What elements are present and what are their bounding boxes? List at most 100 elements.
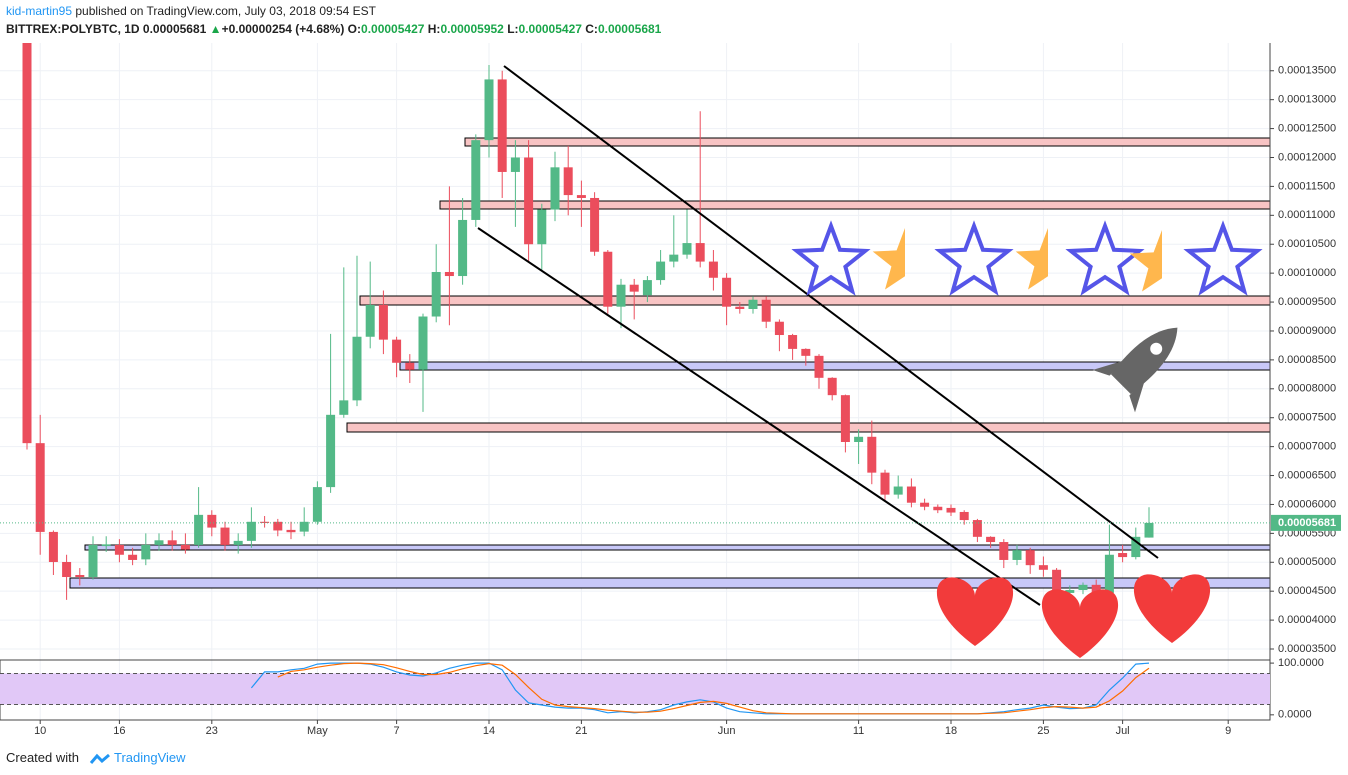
candle-body	[761, 299, 771, 322]
candle-body	[893, 486, 903, 495]
candle-body	[814, 355, 824, 378]
candle-body	[365, 304, 375, 337]
x-tick-label: 11	[853, 725, 864, 737]
candle-body	[194, 514, 204, 545]
x-tick-label: 18	[945, 725, 957, 737]
trend-line	[503, 65, 1159, 559]
half-star	[1129, 230, 1162, 292]
candle-body	[656, 261, 666, 281]
y-tick-label: 0.00009000	[1278, 325, 1336, 337]
candle-body	[1025, 550, 1035, 566]
candle-body	[392, 339, 402, 363]
up-arrow: ▲	[209, 22, 222, 36]
h-value: 0.00005952	[440, 22, 504, 36]
candle-body	[154, 540, 164, 545]
candle-body	[576, 195, 586, 198]
candle-body	[1104, 554, 1114, 593]
candle-body	[48, 531, 58, 562]
candle-body	[88, 544, 98, 578]
candle-body	[920, 502, 930, 507]
chart: 0.00003500 0.00004000 0.00004500 0.00005000…	[0, 43, 1341, 737]
candle-body	[260, 521, 270, 523]
candle-body	[101, 544, 111, 547]
candle-body	[748, 299, 758, 309]
y-tick-label: 100.0000	[1278, 657, 1324, 669]
candle-body	[906, 486, 916, 503]
candle-body	[1131, 536, 1141, 558]
candle-body	[563, 167, 573, 196]
candle-body	[616, 284, 626, 307]
candle-body	[840, 395, 850, 442]
candle-body	[273, 521, 283, 531]
candle-body	[550, 167, 560, 210]
y-tick-label: 0.00012500	[1278, 122, 1336, 134]
l-value: 0.00005427	[518, 22, 582, 36]
change: +0.00000254 (+4.68%)	[221, 22, 345, 36]
candle-body	[669, 254, 679, 262]
candle-body	[735, 306, 745, 309]
x-tick-label: 23	[206, 725, 218, 737]
candle-body	[880, 472, 890, 495]
x-tick-label: 16	[113, 725, 125, 737]
drawings	[69, 137, 1271, 589]
y-tick-label: 0.00009500	[1278, 296, 1336, 308]
candle-body	[682, 243, 692, 255]
drawings	[477, 65, 1263, 658]
candle-body	[35, 443, 45, 532]
brand[interactable]: TradingView	[114, 750, 186, 765]
candle-body	[75, 574, 85, 578]
trend-line	[477, 227, 1041, 606]
candle-body	[114, 544, 124, 555]
y-tick-label: 0.00003500	[1278, 643, 1336, 655]
last-price-label: 0.00005681	[1278, 517, 1336, 529]
resistance-zone	[464, 137, 1271, 147]
candle-body	[1052, 569, 1062, 593]
candle-body	[484, 79, 494, 141]
footer: Created with TradingView	[6, 750, 186, 765]
candle-body	[405, 362, 415, 370]
candle-body	[999, 542, 1009, 560]
heart	[936, 577, 1014, 646]
indicator-line	[250, 662, 1150, 715]
band-fill	[0, 673, 1270, 705]
y-tick-label: 0.00010000	[1278, 267, 1336, 279]
author[interactable]: kid-martin95	[6, 4, 73, 18]
candle-body	[933, 506, 943, 511]
symbol-line: BITTREX:POLYBTC, 1D 0.00005681 ▲+0.00000…	[6, 22, 661, 36]
candle-body	[986, 536, 996, 543]
y-tick-label: 0.00010500	[1278, 238, 1336, 250]
symbol: BITTREX:POLYBTC, 1D	[6, 22, 140, 36]
candle-body	[537, 209, 547, 245]
y-tick-label: 0.00008500	[1278, 354, 1336, 366]
candle-body	[1065, 590, 1075, 593]
candle-body	[418, 316, 428, 370]
y-tick-label: 0.00005000	[1278, 556, 1336, 568]
y-tick-label: 0.00007000	[1278, 441, 1336, 453]
candle-body	[128, 554, 138, 560]
candle-body	[458, 219, 468, 277]
candle-body	[299, 521, 309, 532]
candle-body	[352, 336, 362, 401]
candle-body	[1012, 550, 1022, 560]
candle-body	[510, 157, 520, 172]
candle-body	[972, 520, 982, 537]
candle-body	[827, 377, 837, 396]
candle-body	[524, 157, 534, 245]
y-tick-label: 0.00004000	[1278, 614, 1336, 626]
c-label: C:	[585, 22, 598, 36]
candle-body	[141, 544, 151, 560]
candle-body	[1091, 584, 1101, 593]
candle-body	[695, 243, 705, 262]
x-tick-label: 21	[575, 725, 587, 737]
y-tick-label: 0.00006000	[1278, 498, 1336, 510]
candle-body	[603, 251, 613, 307]
y-tick-label: 0.00011500	[1278, 180, 1335, 192]
star	[791, 220, 871, 296]
candle-body	[167, 540, 177, 545]
y-tick-label: 0.0000	[1278, 709, 1312, 721]
candle-body	[207, 514, 217, 528]
candle-body	[431, 271, 441, 317]
candle-body	[708, 261, 718, 278]
candle-body	[312, 487, 322, 522]
